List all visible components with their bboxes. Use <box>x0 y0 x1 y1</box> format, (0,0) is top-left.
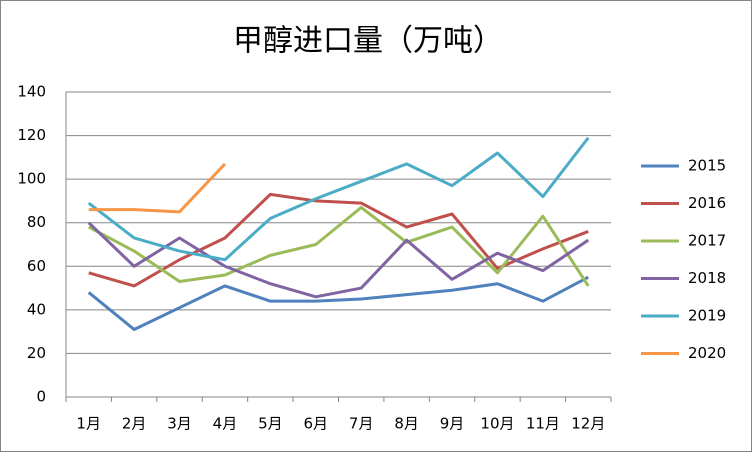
x-tick-label: 12月 <box>571 415 605 433</box>
x-tick-label: 8月 <box>394 415 419 433</box>
legend-label: 2019 <box>688 307 726 325</box>
y-tick-label: 60 <box>27 257 46 275</box>
x-tick-label: 4月 <box>213 415 238 433</box>
legend-label: 2015 <box>688 157 726 175</box>
series-line <box>87 221 590 299</box>
series-line <box>88 205 590 287</box>
series-line <box>87 275 589 331</box>
legend-label: 2018 <box>688 269 726 287</box>
y-tick-label: 20 <box>27 344 46 362</box>
legend-label: 2020 <box>688 344 726 362</box>
y-tick-label: 40 <box>27 300 46 318</box>
x-tick-label: 6月 <box>304 415 329 433</box>
y-tick-label: 120 <box>17 126 46 144</box>
chart-title: 甲醇进口量（万吨） <box>233 24 503 59</box>
legend-label: 2016 <box>688 194 726 212</box>
x-tick-label: 2月 <box>122 415 147 433</box>
x-tick-label: 3月 <box>167 415 192 433</box>
legend-label: 2017 <box>688 232 726 250</box>
x-tick-label: 11月 <box>526 415 560 433</box>
series-line <box>87 136 590 262</box>
y-tick-label: 80 <box>27 213 46 231</box>
y-tick-label: 140 <box>17 83 46 101</box>
y-tick-label: 100 <box>17 170 46 188</box>
series-line <box>88 162 227 214</box>
x-tick-label: 5月 <box>258 415 283 433</box>
x-tick-label: 7月 <box>349 415 374 433</box>
y-tick-label: 0 <box>36 388 46 406</box>
x-tick-label: 1月 <box>76 415 101 433</box>
x-tick-label: 9月 <box>440 415 465 433</box>
x-tick-label: 10月 <box>480 415 514 433</box>
